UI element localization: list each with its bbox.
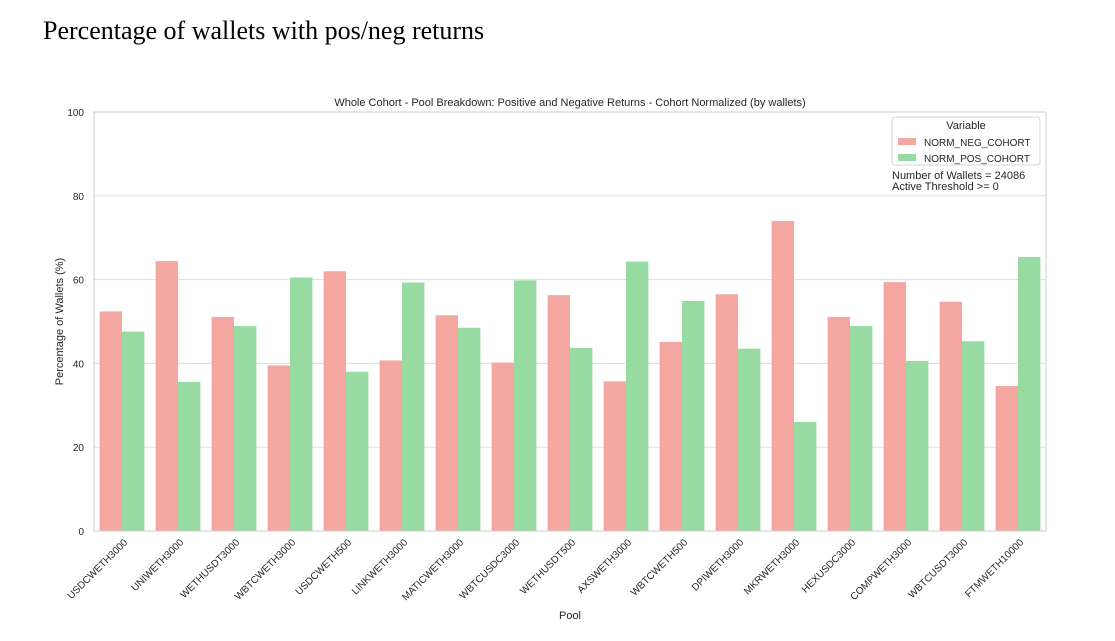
plot-frame [93,111,1047,532]
legend-label: NORM_POS_COHORT [924,154,1030,165]
bar-norm-pos-cohort [122,331,145,531]
bar-norm-neg-cohort [715,294,738,531]
y-axis-label: Percentage of Wallets (%) [54,258,66,385]
x-tick-label: MATICWETH3000 [400,537,466,603]
bar-norm-pos-cohort [962,341,985,531]
x-tick-label: WBTCUSDC3000 [458,537,523,602]
bar-norm-neg-cohort [771,220,794,531]
bar-norm-neg-cohort [939,301,962,531]
bar-norm-pos-cohort [178,381,201,531]
bar-norm-neg-cohort [435,315,458,531]
bar-norm-neg-cohort [155,261,178,531]
x-tick-label: USDCWETH3000 [66,537,131,602]
y-tick-label: 100 [67,108,84,119]
bar-norm-pos-cohort [850,326,873,531]
legend-title: Variable [946,120,986,132]
bar-norm-pos-cohort [738,348,761,531]
x-tick-label: AXSWETH3000 [576,537,635,596]
bar-norm-pos-cohort [906,360,929,531]
bar-norm-neg-cohort [99,311,122,531]
bar-norm-pos-cohort [570,347,593,531]
bar-norm-pos-cohort [402,282,425,531]
x-tick-label: COMPWETH3000 [849,537,915,603]
x-axis-label: Pool [559,610,581,622]
y-tick-label: 40 [73,359,85,370]
bar-norm-neg-cohort [603,381,626,531]
chart-title: Whole Cohort - Pool Breakdown: Positive … [334,97,805,109]
bar-norm-neg-cohort [323,271,346,531]
bar-norm-pos-cohort [514,280,537,531]
bar-norm-pos-cohort [458,327,481,531]
x-tick-label: MKRWETH3000 [742,537,802,597]
bar-norm-pos-cohort [794,422,817,531]
legend: Variable NORM_NEG_COHORT NORM_POS_COHORT [891,116,1041,166]
x-tick-label: FTMWETH10000 [963,537,1026,600]
bar-norm-neg-cohort [883,282,906,531]
legend-items: NORM_NEG_COHORT NORM_POS_COHORT [898,138,1031,165]
bar-norm-neg-cohort [491,362,514,531]
x-tick-label: WBTCUSDT3000 [907,537,971,601]
bar-norm-pos-cohort [1018,256,1041,531]
bar-norm-neg-cohort [827,316,850,531]
bar-norm-pos-cohort [234,326,257,531]
x-tick-label: LINKWETH3000 [350,537,410,597]
bar-norm-neg-cohort [379,360,402,531]
legend-box [891,116,1041,166]
bar-norm-pos-cohort [346,371,369,531]
legend-label: NORM_NEG_COHORT [924,138,1031,149]
annotation-text: Active Threshold >= 0 [892,181,999,193]
bar-norm-neg-cohort [659,342,682,531]
x-tick-label: WETHUSDT500 [518,537,578,597]
x-tick-label: WETHUSDT3000 [179,537,243,601]
bar-norm-pos-cohort [626,261,649,531]
bar-norm-neg-cohort [995,386,1018,531]
bars [99,220,1041,531]
page-heading: Percentage of wallets with pos/neg retur… [43,16,485,45]
bar-norm-pos-cohort [290,277,313,531]
x-tick-label: USDCWETH500 [294,537,355,598]
y-tick-label: 20 [73,443,85,454]
x-tick-label: WBTCWETH500 [629,537,691,599]
bar-norm-neg-cohort [267,365,290,531]
x-tick-label: DPIWETH3000 [690,537,746,593]
bar-norm-neg-cohort [547,295,570,531]
y-tick-label: 0 [78,527,84,538]
x-tick-label: UNIWETH3000 [130,537,187,594]
x-tick-label: HEXUSDC3000 [800,537,858,595]
annotation-text: Number of Wallets = 24086 [892,170,1025,182]
y-tick-label: 80 [73,192,85,203]
legend-swatch [898,138,916,145]
legend-swatch [898,154,916,161]
x-tick-label: WBTCWETH3000 [233,537,298,602]
y-tick-label: 60 [73,276,85,287]
bar-norm-neg-cohort [211,316,234,531]
bar-norm-pos-cohort [682,300,705,531]
